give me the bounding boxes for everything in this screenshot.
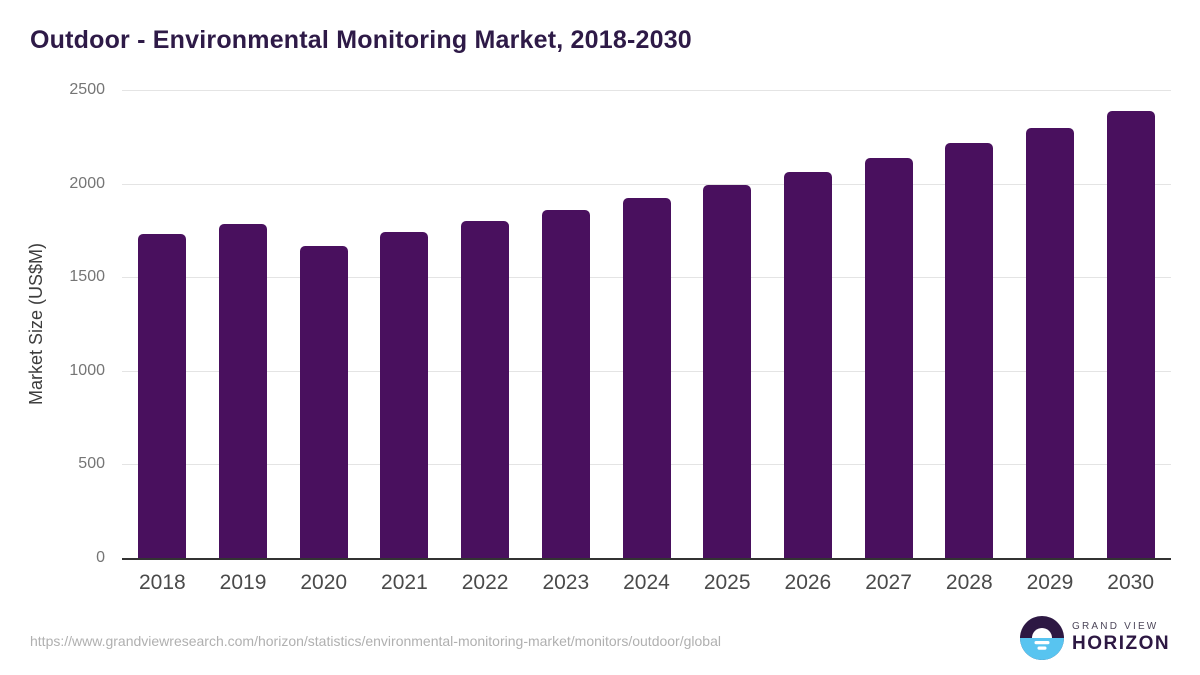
logo-grand-view-text: GRAND VIEW	[1072, 621, 1159, 632]
x-tick-2028: 2028	[945, 571, 993, 594]
gridline-2000	[122, 183, 1171, 185]
plot-area	[122, 90, 1171, 560]
x-tick-2025: 2025	[703, 571, 751, 594]
x-tick-2024: 2024	[623, 571, 670, 594]
y-tick-1000: 1000	[69, 361, 105, 379]
chart-title: Outdoor - Environmental Monitoring Marke…	[30, 26, 692, 54]
bar-2022[interactable]	[461, 221, 510, 558]
bar-2023[interactable]	[541, 210, 590, 558]
source-url: https://www.grandviewresearch.com/horizo…	[30, 633, 721, 649]
bar-2030[interactable]	[1106, 110, 1155, 558]
x-tick-2023: 2023	[542, 571, 590, 594]
gridline-2500	[122, 90, 1171, 91]
logo-horizon-text: HORIZON	[1072, 633, 1171, 654]
x-tick-2020: 2020	[300, 571, 348, 594]
y-tick-0: 0	[96, 549, 105, 566]
bar-2027[interactable]	[864, 158, 913, 558]
bar-2019[interactable]	[219, 223, 268, 558]
bar-2021[interactable]	[380, 232, 429, 558]
bar-2029[interactable]	[1025, 128, 1074, 558]
horizon-sun-icon	[1020, 616, 1064, 660]
bar-2020[interactable]	[299, 246, 348, 558]
x-tick-2026: 2026	[784, 571, 832, 594]
x-tick-2021: 2021	[381, 571, 428, 594]
grandview-horizon-logo: GRAND VIEW HORIZON	[1020, 616, 1170, 660]
bar-2028[interactable]	[945, 142, 994, 558]
y-tick-2000: 2000	[69, 174, 105, 192]
bar-2024[interactable]	[622, 197, 671, 558]
y-axis-tick-labels: 0 500 1000 1500 2000 2500	[0, 81, 105, 566]
x-tick-2019: 2019	[219, 571, 267, 594]
x-axis-tick-labels: 2018 2019 2020 2021 2022 2023 2024 2025 2026 2027…	[122, 571, 1171, 597]
x-tick-2018: 2018	[138, 571, 186, 594]
x-tick-2022: 2022	[461, 571, 509, 594]
x-tick-2027: 2027	[865, 571, 912, 594]
y-tick-1500: 1500	[69, 268, 105, 286]
bar-2018[interactable]	[138, 234, 187, 558]
bar-2025[interactable]	[703, 185, 752, 558]
y-tick-2500: 2500	[69, 81, 105, 98]
x-tick-2029: 2029	[1026, 571, 1074, 594]
y-tick-500: 500	[78, 455, 105, 473]
bar-2026[interactable]	[783, 172, 832, 558]
x-tick-2030: 2030	[1107, 571, 1154, 594]
